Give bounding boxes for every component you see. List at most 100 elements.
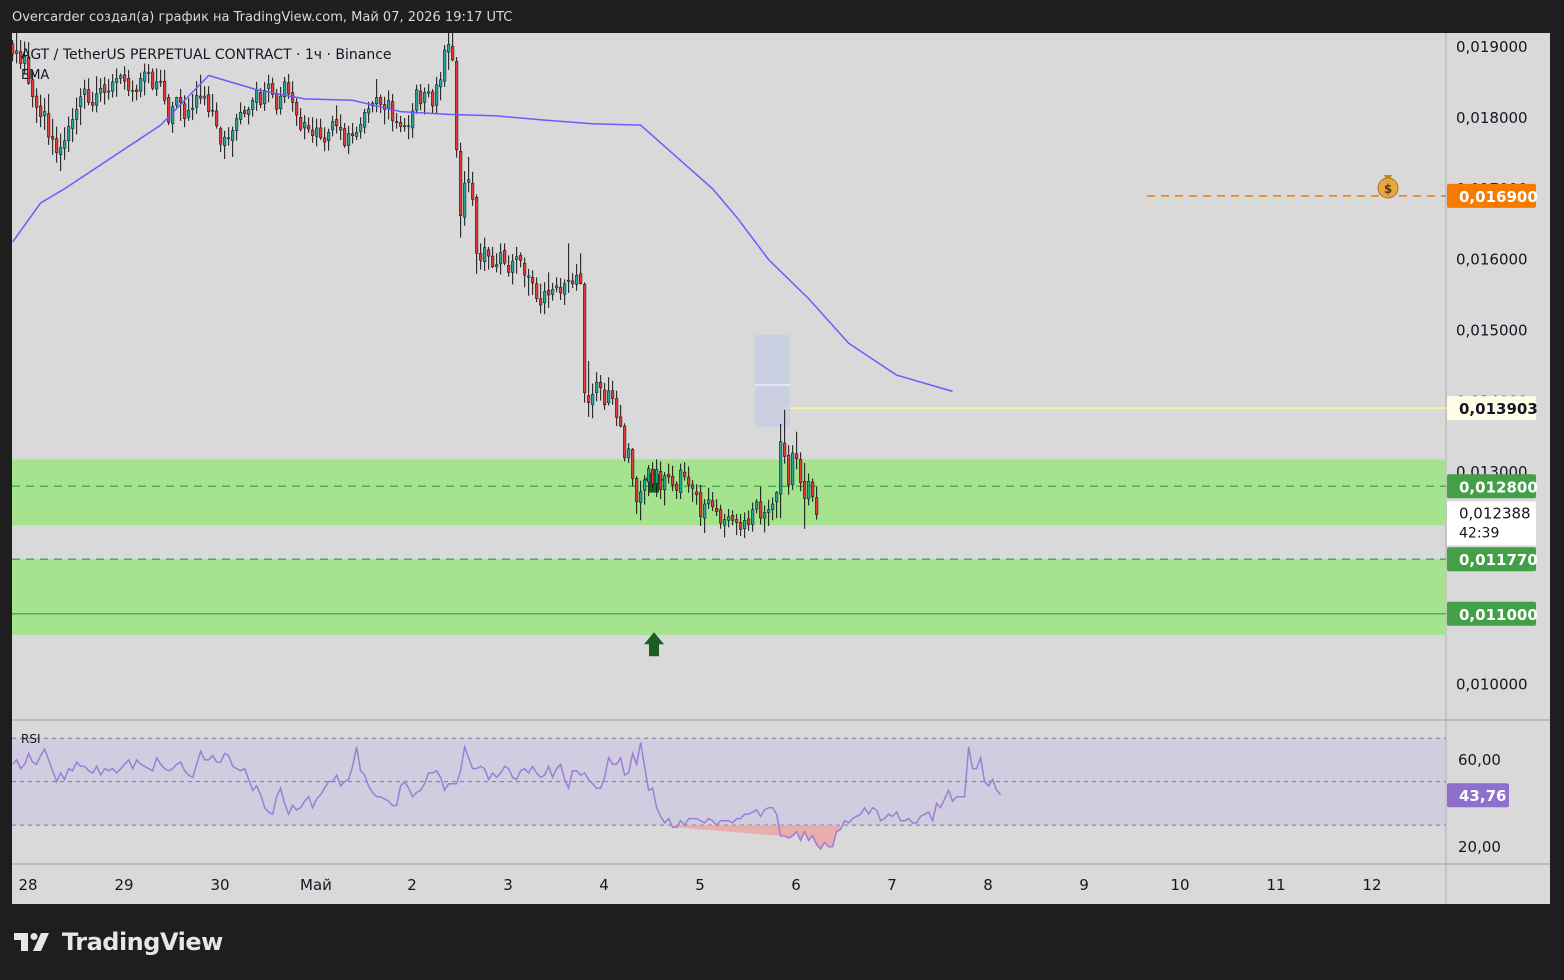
candle-body: [507, 265, 511, 273]
time-axis[interactable]: 28 29 30 Май 2 3 4 5 6 7 8 9 10 11 12: [18, 876, 1381, 894]
candle-body: [395, 121, 399, 123]
candle-body: [743, 520, 747, 530]
candle-body: [575, 274, 579, 285]
candle-body: [467, 179, 471, 183]
candle-body: [735, 519, 739, 523]
candle-body: [699, 492, 703, 517]
candle-body: [415, 89, 419, 111]
candle-countdown: 42:39: [1459, 525, 1499, 541]
rsi-tick-label: 60,00: [1458, 751, 1501, 769]
candle-body: [723, 519, 727, 526]
candle-body: [487, 249, 491, 257]
candle-body: [327, 131, 331, 141]
candle-body: [95, 93, 99, 106]
rsi-axis[interactable]: 60,00 20,00 43,76: [1447, 751, 1509, 856]
candle-body: [15, 50, 19, 54]
candle-body: [675, 483, 679, 491]
candle-body: [363, 112, 367, 128]
candle-body: [455, 61, 459, 151]
candle-body: [547, 289, 551, 296]
candle-body: [563, 283, 567, 295]
candle-body: [263, 90, 267, 105]
candle-body: [99, 87, 103, 94]
candle-body: [259, 92, 263, 105]
candle-body: [531, 277, 535, 284]
candle-body: [91, 102, 95, 106]
candle-body: [47, 113, 51, 138]
candle-body: [251, 100, 255, 110]
candle-body: [479, 253, 483, 261]
rsi-pane[interactable]: [12, 737, 1446, 851]
candle-body: [51, 136, 55, 140]
candle-body: [595, 381, 599, 394]
candle-body: [435, 84, 439, 106]
candle-body: [535, 283, 539, 299]
candle-body: [175, 97, 179, 106]
candle-body: [703, 503, 707, 519]
date-tick-label: 30: [210, 876, 229, 894]
price-axis[interactable]: 0,0190000,0180000,0170000,0160000,015000…: [1447, 38, 1538, 694]
candle-body: [195, 95, 199, 108]
candle-body: [107, 90, 111, 93]
candle-body: [471, 182, 475, 200]
candle-body: [667, 473, 671, 478]
candle-body: [211, 109, 215, 112]
candle-body: [151, 71, 155, 89]
chart-canvas[interactable]: $ AGT / TetherUS PERPETUAL CONTRACT · 1ч…: [12, 33, 1550, 904]
indicator-name[interactable]: EMA: [21, 68, 49, 83]
candle-body: [299, 117, 303, 130]
candle-body: [739, 522, 743, 530]
candle-body: [439, 79, 443, 88]
candle-body: [543, 291, 547, 304]
candle-body: [459, 151, 463, 216]
level-price-label-bg: [1447, 396, 1536, 421]
candle-body: [679, 469, 683, 493]
last-price-label: 0,012388: [1459, 504, 1531, 522]
candle-body: [447, 44, 451, 53]
candle-body: [351, 133, 355, 136]
candle-body: [491, 255, 495, 267]
candle-body: [655, 469, 659, 484]
candle-body: [519, 255, 523, 261]
candle-body: [403, 125, 407, 128]
level-price-label-bg: [1447, 474, 1536, 499]
date-tick-label: Май: [300, 876, 332, 894]
symbol-title[interactable]: AGT / TetherUS PERPETUAL CONTRACT · 1ч ·…: [21, 47, 392, 63]
candle-body: [443, 49, 447, 82]
candle-body: [651, 469, 655, 485]
price-tick-label: 0,015000: [1456, 321, 1528, 339]
candle-body: [803, 481, 807, 499]
tradingview-logo-icon: [14, 933, 49, 951]
candle-body: [579, 273, 583, 284]
candle-body: [431, 91, 435, 107]
rsi-label[interactable]: RSI: [21, 732, 41, 746]
tradingview-logo[interactable]: TradingView: [14, 928, 223, 956]
candle-body: [399, 121, 403, 127]
date-tick-label: 8: [983, 876, 993, 894]
price-tick-label: 0,018000: [1456, 109, 1528, 127]
candle-body: [359, 124, 363, 132]
candle-body: [583, 284, 587, 394]
candle-body: [255, 90, 259, 103]
candle-body: [695, 491, 699, 496]
candle-body: [271, 83, 275, 95]
levels-layer: [12, 195, 1446, 615]
candle-body: [191, 107, 195, 110]
candle-body: [671, 476, 675, 486]
level-price-label-bg: [1447, 547, 1536, 572]
candle-body: [223, 136, 227, 146]
candle-body: [527, 275, 531, 278]
candle-body: [287, 82, 291, 95]
date-tick-label: 3: [503, 876, 513, 894]
date-tick-label: 7: [887, 876, 897, 894]
candle-body: [139, 78, 143, 92]
level-price-label-bg: [1447, 183, 1536, 208]
candle-body: [811, 481, 815, 498]
candle-body: [615, 398, 619, 418]
candle-body: [411, 110, 415, 129]
price-tick-label: 0,010000: [1456, 676, 1528, 694]
candle-body: [167, 97, 171, 123]
candle-body: [559, 287, 563, 294]
candle-body: [783, 442, 787, 457]
chart-frame[interactable]: $ AGT / TetherUS PERPETUAL CONTRACT · 1ч…: [12, 33, 1550, 904]
